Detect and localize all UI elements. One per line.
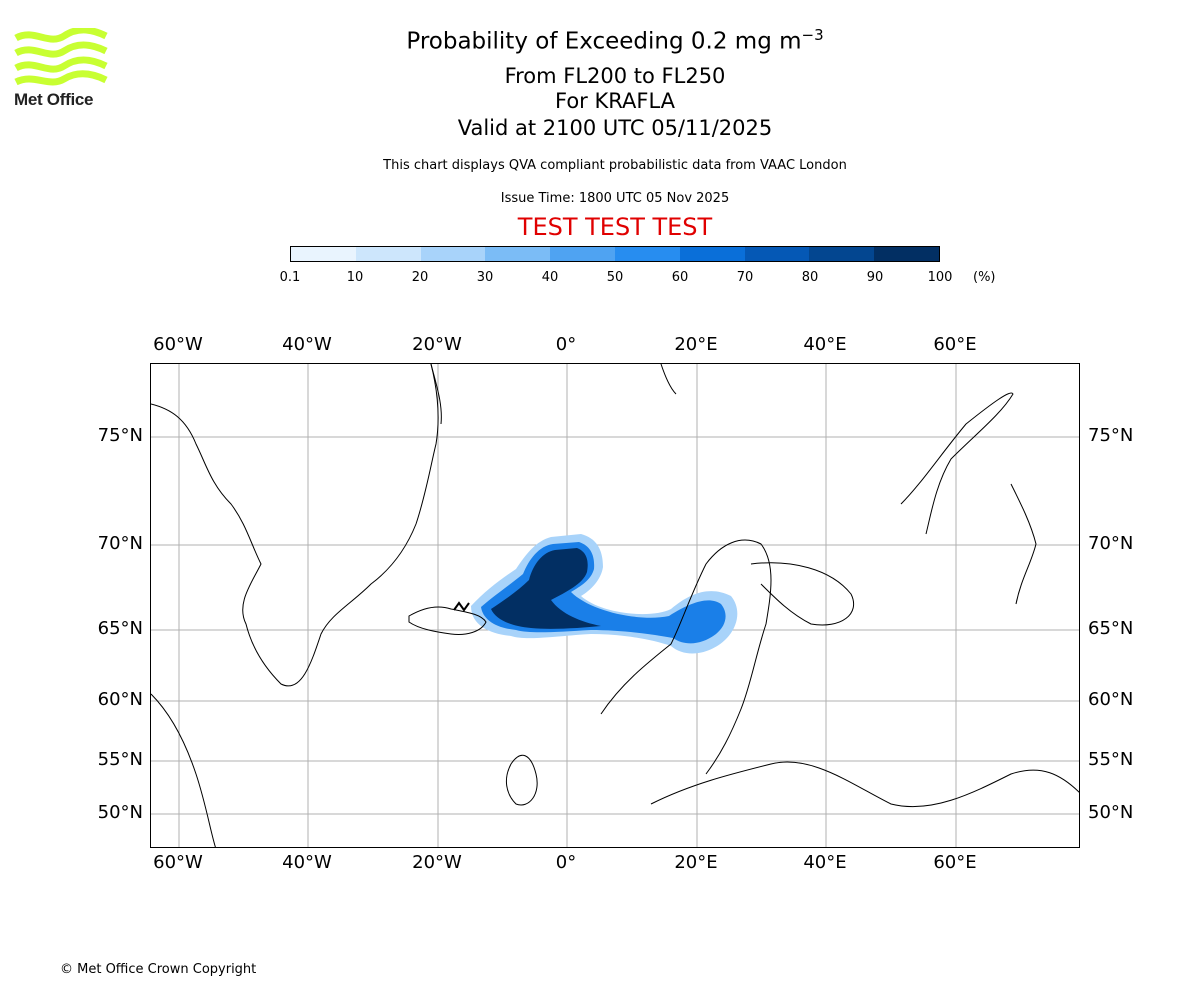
- latitude-label: 55°N: [1088, 749, 1134, 770]
- longitude-label: 20°E: [674, 852, 718, 873]
- longitude-label: 20°W: [412, 852, 462, 873]
- map-panel: [150, 363, 1080, 848]
- colorbar-segment: [679, 247, 745, 261]
- colorbar-tick-label: 100: [927, 270, 953, 285]
- colorbar-tick-label: 40: [541, 270, 559, 285]
- latitude-label: 65°N: [97, 618, 143, 639]
- issue-time: Issue Time: 1800 UTC 05 Nov 2025: [500, 191, 730, 206]
- longitude-label: 0°: [555, 852, 577, 873]
- longitude-label: 60°W: [153, 334, 203, 355]
- test-banner: TEST TEST TEST: [517, 213, 713, 241]
- latitude-label: 60°N: [97, 689, 143, 710]
- chart-description: This chart displays QVA compliant probab…: [383, 158, 847, 173]
- europe-coast: [650, 761, 1079, 808]
- colorbar-segment: [291, 247, 356, 261]
- colorbar-segment: [550, 247, 615, 261]
- chart-title-main: Probability of Exceeding 0.2 mg m: [406, 28, 802, 55]
- colorbar-unit: (%): [973, 270, 996, 285]
- longitude-label: 0°: [555, 334, 577, 355]
- colorbar-tick-label: 60: [671, 270, 689, 285]
- map-gridlines: [151, 364, 1079, 847]
- novaya-zemlya-coast: [900, 392, 1014, 535]
- latitude-label: 65°N: [1088, 618, 1134, 639]
- copyright: © Met Office Crown Copyright: [60, 962, 257, 977]
- map-canvas: [151, 364, 1079, 847]
- plume-core: [491, 548, 601, 629]
- colorbar-segment: [744, 247, 810, 261]
- colorbar-segment: [485, 247, 551, 261]
- coastlines: [151, 364, 1079, 847]
- chart-title-superscript: −3: [801, 26, 824, 44]
- latitude-label: 75°N: [1088, 425, 1134, 446]
- ash-plume: [471, 534, 738, 654]
- colorbar-tick-label: 0.1: [279, 270, 301, 285]
- latitude-label: 70°N: [1088, 533, 1134, 554]
- longitude-label: 60°W: [153, 852, 203, 873]
- longitude-label: 20°E: [674, 334, 718, 355]
- colorbar-segment: [614, 247, 680, 261]
- latitude-label: 60°N: [1088, 689, 1134, 710]
- greenland-coast: [151, 364, 439, 687]
- colorbar-tick-labels: 0.1 10 20 30 40 50 60 70 80 90 100: [0, 270, 1200, 290]
- latitude-label: 50°N: [97, 802, 143, 823]
- colorbar-tick-label: 70: [736, 270, 754, 285]
- labrador-coast: [151, 693, 216, 847]
- colorbar-tick-label: 90: [866, 270, 884, 285]
- latitude-label: 75°N: [97, 425, 143, 446]
- longitude-label: 40°W: [282, 334, 332, 355]
- met-office-logo: Met Office: [14, 26, 110, 112]
- franz-josef-coast: [660, 364, 677, 395]
- britain-coast: [505, 754, 538, 806]
- chart-title: Probability of Exceeding 0.2 mg m−3: [330, 26, 900, 55]
- krafla-volcano-marker: [453, 601, 470, 612]
- probability-colorbar: [290, 246, 940, 262]
- longitude-label: 40°E: [803, 852, 847, 873]
- colorbar-tick-label: 20: [411, 270, 429, 285]
- colorbar-tick-label: 50: [606, 270, 624, 285]
- colorbar-segment: [355, 247, 421, 261]
- colorbar-segment: [874, 247, 939, 261]
- svalbard-coast: [430, 364, 442, 425]
- colorbar-tick-label: 10: [346, 270, 364, 285]
- valid-time: Valid at 2100 UTC 05/11/2025: [457, 116, 773, 140]
- flight-level-range: From FL200 to FL250: [504, 64, 726, 88]
- colorbar-segment: [809, 247, 875, 261]
- latitude-label: 55°N: [97, 749, 143, 770]
- latitude-label: 50°N: [1088, 802, 1134, 823]
- longitude-label: 60°E: [933, 334, 977, 355]
- yamal-coast: [1010, 483, 1037, 605]
- scandinavia-coast: [600, 539, 772, 775]
- longitude-label: 60°E: [933, 852, 977, 873]
- colorbar-tick-label: 80: [801, 270, 819, 285]
- latitude-label: 70°N: [97, 533, 143, 554]
- logo-text: Met Office: [14, 90, 94, 109]
- longitude-label: 40°W: [282, 852, 332, 873]
- longitude-label: 40°E: [803, 334, 847, 355]
- kola-coast: [750, 562, 854, 626]
- met-office-waves-icon: [14, 26, 108, 86]
- iceland-coast: [408, 606, 487, 635]
- longitude-label: 20°W: [412, 334, 462, 355]
- volcano-name: For KRAFLA: [555, 89, 675, 113]
- colorbar-segment: [420, 247, 486, 261]
- colorbar-tick-label: 30: [476, 270, 494, 285]
